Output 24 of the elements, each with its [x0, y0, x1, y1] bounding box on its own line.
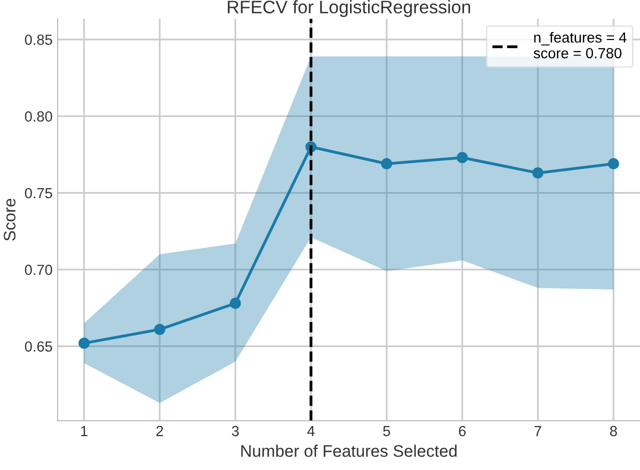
- point: [456, 152, 468, 164]
- point: [78, 338, 90, 349]
- x-tick-label: 7: [534, 426, 542, 436]
- ref-line-label: n_features = 4 score = 0.780: [534, 32, 626, 58]
- y-axis-title: Score: [4, 198, 16, 241]
- point: [154, 324, 166, 335]
- point: [532, 167, 544, 178]
- x-tick-label: 6: [458, 426, 466, 436]
- y-tick-label: 0.65: [24, 341, 52, 352]
- point: [230, 298, 241, 309]
- chart-title: RFECV for LogisticRegression: [228, 0, 470, 17]
- x-axis-title: Number of Features Selected: [241, 444, 457, 457]
- x-tick-label: 8: [610, 426, 617, 436]
- y-tick-label: 0.70: [24, 264, 52, 275]
- x-tick-label: 5: [383, 426, 390, 436]
- x-tick-label: 3: [232, 426, 239, 436]
- y-tick-label: 0.80: [24, 111, 52, 122]
- y-tick-label: 0.75: [24, 188, 52, 198]
- x-tick-label: 4: [307, 426, 315, 436]
- point: [381, 158, 392, 170]
- x-tick-label: 1: [81, 426, 88, 436]
- point: [608, 158, 620, 170]
- x-tick-label: 2: [156, 426, 164, 436]
- y-tick-label: 0.85: [24, 34, 52, 45]
